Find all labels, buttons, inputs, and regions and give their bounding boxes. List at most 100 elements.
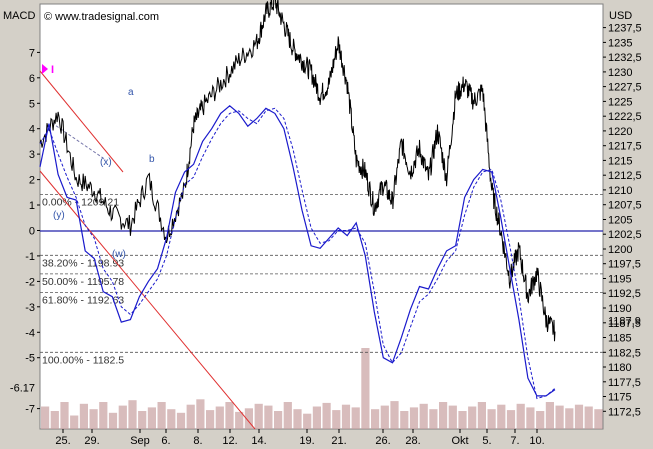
volume-bar <box>332 410 341 429</box>
fib-level-label: 50.00% - 1195.78 <box>42 276 124 288</box>
price-tick-label: 1225 <box>608 96 632 108</box>
price-tick-label: 1237,5 <box>608 23 642 35</box>
fib-level-label: 0.00% - 1209.21 <box>42 197 119 209</box>
volume-bar <box>79 403 88 429</box>
price-tick-label: 1222,5 <box>608 111 642 123</box>
macd-signal-line <box>39 107 556 400</box>
price-tick-label: 1177,5 <box>608 377 641 389</box>
price-tick-label: 1195 <box>608 274 632 286</box>
macd-tick-label: 3 <box>29 149 35 161</box>
volume-bar <box>254 403 263 429</box>
macd-tick-label: -1 <box>25 251 35 263</box>
date-tick-label: 8. <box>193 435 202 447</box>
wave-label: b <box>149 154 155 165</box>
fib-level-label: 61.80% - 1192.63 <box>42 295 124 307</box>
volume-bars <box>41 348 603 429</box>
volume-bar <box>341 404 351 429</box>
price-tick-label: 1197,5 <box>608 259 641 271</box>
date-tick-label: 26. <box>375 435 390 447</box>
date-tick-label: 25. <box>55 435 70 447</box>
price-tick-label: 1175 <box>608 392 632 404</box>
price-axis-title: USD <box>609 10 632 22</box>
price-tick-label: 1210 <box>608 185 632 197</box>
date-tick-label: 5. <box>482 435 491 447</box>
price-tick-label: 1185 <box>608 333 632 345</box>
volume-bar <box>225 402 234 429</box>
volume-bar <box>584 406 593 429</box>
price-tick-label: 1212,5 <box>608 170 642 182</box>
price-tick-label: 1205 <box>608 215 632 227</box>
volume-bar <box>41 406 50 429</box>
volume-bar <box>400 411 409 429</box>
volume-bar <box>108 412 118 429</box>
volume-bar <box>361 348 370 429</box>
volume-bar <box>206 410 215 429</box>
volume-bar <box>128 400 137 429</box>
price-tick-label: 1217,5 <box>608 141 642 153</box>
volume-bar <box>50 411 59 429</box>
date-tick-label: 12. <box>222 435 237 447</box>
volume-bar <box>574 404 584 429</box>
volume-bar <box>157 402 166 429</box>
volume-bar <box>351 407 360 429</box>
date-tick-label: Sep <box>130 435 150 447</box>
volume-bar <box>196 399 205 429</box>
price-tick-label: 1215 <box>608 155 632 167</box>
volume-bar <box>448 405 457 429</box>
price-axis: 1237,5 1235 1232,5 1230 1227,5 1225 1222,5 1220… <box>603 23 642 418</box>
volume-bar <box>303 413 312 429</box>
price-tick-label: 1182,5 <box>608 347 641 359</box>
volume-bar <box>506 410 516 429</box>
volume-bar <box>167 409 176 429</box>
volume-bar <box>244 408 253 429</box>
price-series-line <box>39 0 556 342</box>
date-tick-label: 19. <box>299 435 314 447</box>
volume-bar <box>380 405 389 429</box>
volume-bar <box>477 402 486 429</box>
volume-bar <box>147 407 156 429</box>
macd-tick-label: 0 <box>29 226 35 238</box>
volume-bar <box>526 407 535 429</box>
date-tick-label: Okt <box>451 435 468 447</box>
volume-bar <box>312 406 321 429</box>
channel-line-upper <box>39 70 124 173</box>
volume-bar <box>594 409 603 429</box>
volume-bar <box>555 405 564 429</box>
price-tick-label: 1235 <box>608 37 632 49</box>
volume-bar <box>545 402 554 429</box>
volume-bar <box>458 411 467 429</box>
marker-triangle-icon <box>42 64 48 74</box>
plot-area <box>39 3 604 430</box>
price-tick-label: 1232,5 <box>608 52 642 64</box>
price-tick-label: 1227,5 <box>608 82 642 94</box>
price-last-value: 1187,9 <box>608 315 641 327</box>
price-tick-label: 1200 <box>608 244 632 256</box>
volume-bar <box>322 402 331 429</box>
price-tick-label: 1187,5 <box>608 318 641 330</box>
volume-bar <box>497 404 506 429</box>
date-tick-label: 10. <box>529 435 544 447</box>
fib-level-label: 100.00% - 1182.5 <box>42 354 124 366</box>
price-tick-label: 1220 <box>608 126 632 138</box>
macd-tick-label: 4 <box>29 124 35 136</box>
volume-bar <box>419 403 428 429</box>
volume-bar <box>429 409 438 429</box>
macd-line <box>39 105 556 397</box>
macd-tick-label: -4 <box>25 327 35 339</box>
volume-bar <box>565 408 574 429</box>
volume-bar <box>215 406 224 429</box>
volume-bar <box>60 402 69 429</box>
date-axis: 25. 29. Sep 6. 8. 12. 14. 19. 21. 26. 28. Okt 5. 7. 10… <box>55 429 545 447</box>
price-tick-label: 1190 <box>608 303 632 315</box>
macd-current-value: -6.17 <box>10 383 35 395</box>
volume-bar <box>138 411 147 429</box>
macd-tick-label: -3 <box>25 302 35 314</box>
channel-line-lower <box>39 170 256 430</box>
macd-tick-label: -2 <box>25 276 35 288</box>
macd-tick-label: 2 <box>29 175 35 187</box>
macd-tick-label: -5 <box>25 353 35 365</box>
macd-tick-label: -7 <box>25 404 35 416</box>
volume-bar <box>487 409 496 429</box>
wave-label: (x) <box>100 157 112 168</box>
